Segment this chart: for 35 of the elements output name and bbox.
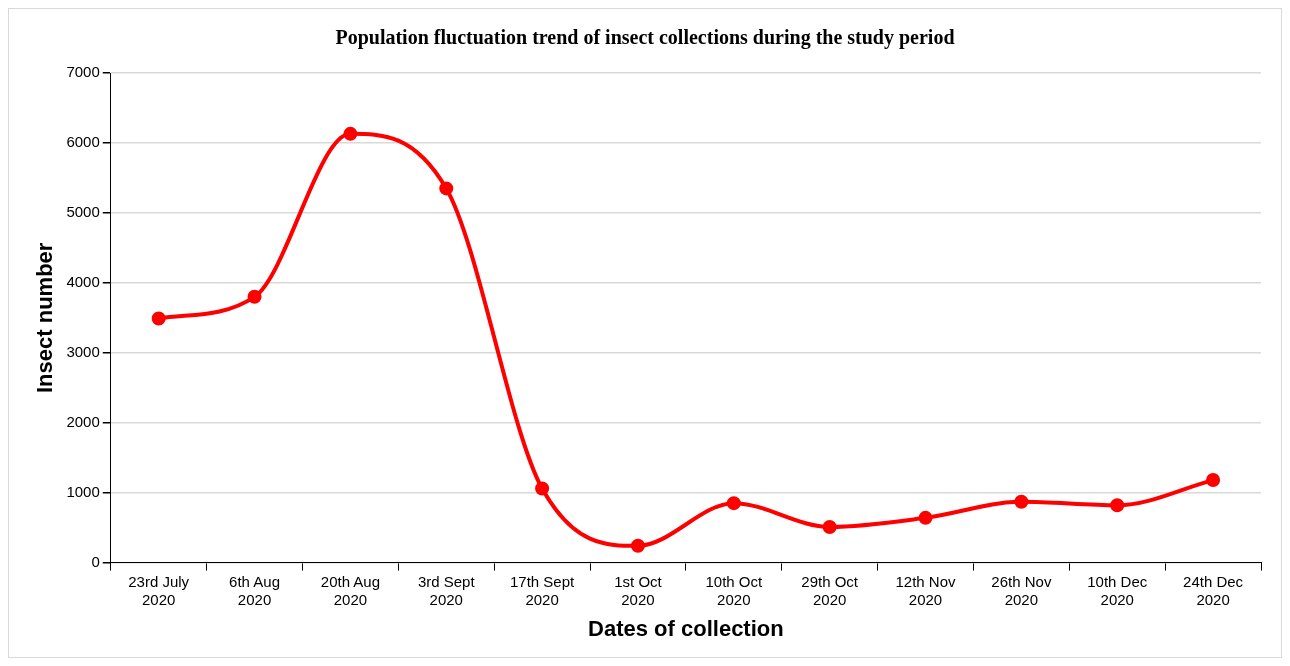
x-tick-label: 6th Aug 2020 [229,572,280,608]
x-tick-label: 26th Nov 2020 [991,572,1052,608]
y-tick-label: 2000 [66,412,100,430]
point [1206,473,1221,488]
x-tick-label: 10th Dec 2020 [1087,572,1148,608]
y-tick-label: 1000 [66,482,100,500]
y-axis-title: Insect number [32,242,58,393]
point [726,496,741,511]
point [1014,494,1029,509]
x-tick-label: 23rd July 2020 [128,572,190,608]
point [918,510,933,525]
y-tick-label: 6000 [66,133,100,151]
point [1110,498,1125,513]
y-tick-label: 4000 [66,272,100,290]
x-tick-label: 10th Oct 2020 [705,572,763,608]
x-tick-label: 20th Aug 2020 [320,572,381,608]
y-tick-label: 0 [91,552,100,570]
x-tick-label: 12th Nov 2020 [895,572,957,608]
point [247,289,262,304]
point [822,519,837,534]
y-tick-label: 3000 [66,342,100,360]
x-tick-label: 1st Oct 2020 [614,572,663,608]
point [535,481,550,496]
point [151,311,166,326]
y-tick-label: 7000 [66,63,100,81]
x-tick-label: 3rd Sept 2020 [417,572,476,608]
point [439,181,454,196]
x-tick-label: 24th Dec 2020 [1183,572,1244,608]
point [630,538,645,553]
x-tick-label: 29th Oct 2020 [801,572,859,608]
y-tick-label: 5000 [66,203,100,221]
point [343,126,358,141]
x-axis-title: Dates of collection [588,615,784,641]
chart-title: Population fluctuation trend of insect collections during the study period [335,26,955,50]
x-tick-label: 17th Sept 2020 [510,572,576,608]
